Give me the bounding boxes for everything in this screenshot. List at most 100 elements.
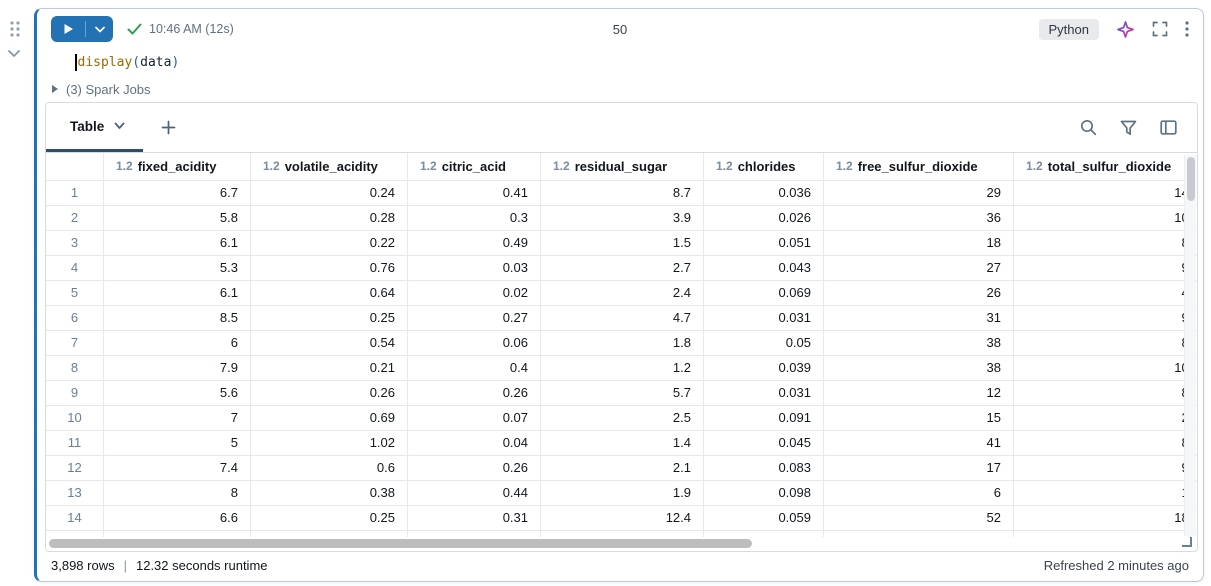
run-button-group: [51, 16, 113, 42]
horizontal-scrollbar-thumb[interactable]: [49, 539, 752, 548]
vertical-scrollbar-thumb[interactable]: [1187, 157, 1195, 201]
triangle-right-icon: [51, 84, 59, 94]
code-editor[interactable]: display(data): [75, 51, 179, 73]
table-cell: 5.6: [104, 381, 251, 406]
run-cell-button[interactable]: [51, 16, 85, 42]
table-cell: 89: [1014, 331, 1197, 356]
cell-drag-handle[interactable]: [8, 20, 22, 38]
table-cell: [704, 531, 824, 539]
tab-table[interactable]: Table: [46, 103, 144, 152]
table-cell: 0.04: [408, 431, 541, 456]
table-cell: 26: [824, 281, 1014, 306]
table-cell: 1.2: [541, 356, 704, 381]
filter-icon[interactable]: [1120, 120, 1137, 136]
code-close-paren: ): [171, 54, 180, 70]
vertical-scrollbar[interactable]: [1184, 155, 1196, 536]
column-header-fixed_acidity[interactable]: 1.2 fixed_acidity: [104, 153, 251, 181]
column-header-volatile_acidity[interactable]: 1.2 volatile_acidity: [251, 153, 408, 181]
table-cell: 6.1: [104, 231, 251, 256]
table-cell: 0.098: [704, 481, 824, 506]
numeric-type-icon: 1.2: [716, 159, 733, 173]
table-cell: 0.06: [408, 331, 541, 356]
add-visualization-button[interactable]: [157, 116, 180, 139]
table-cell: [251, 531, 408, 539]
table-row: 36.10.220.491.50.0511887: [46, 231, 1197, 256]
column-header-label: fixed_acidity: [137, 159, 217, 174]
table-cell: 12.4: [541, 506, 704, 531]
results-resize-handle[interactable]: [1182, 537, 1192, 547]
assistant-sparkle-icon[interactable]: [1116, 20, 1135, 39]
numeric-type-icon: 1.2: [420, 159, 437, 173]
spark-jobs-expander[interactable]: (3) Spark Jobs: [51, 79, 151, 99]
runtime-label: 12.32 seconds runtime: [135, 558, 268, 573]
fullscreen-icon[interactable]: [1152, 21, 1168, 37]
row-number: 1: [46, 181, 104, 206]
table-row: 760.540.061.80.053889: [46, 331, 1197, 356]
success-check-icon: [127, 23, 142, 35]
row-number: 7: [46, 331, 104, 356]
table-cell: 0.64: [251, 281, 408, 306]
column-header-citric_acid[interactable]: 1.2 citric_acid: [408, 153, 541, 181]
column-header-label: residual_sugar: [574, 159, 668, 174]
table-cell: 0.49: [408, 231, 541, 256]
table-cell: 0.26: [408, 381, 541, 406]
table-cell: 91: [1014, 456, 1197, 481]
horizontal-scrollbar[interactable]: [46, 537, 1183, 550]
table-cell: 6.1: [104, 281, 251, 306]
table-cell: 5.8: [104, 206, 251, 231]
table-cell: 1.5: [541, 231, 704, 256]
results-footer: 3,898 rows | 12.32 seconds runtime Refre…: [37, 550, 1203, 581]
table-cell: 0.4: [408, 356, 541, 381]
table-row: 68.50.250.274.70.0313192: [46, 306, 1197, 331]
table-header-row: 1.2 fixed_acidity 1.2 volatile_acidity 1.2 ci…: [46, 153, 1197, 181]
chevron-down-icon[interactable]: [114, 122, 125, 130]
table-cell: 0.02: [408, 281, 541, 306]
last-run-time: 10:46 AM (12s): [149, 22, 234, 36]
table-cell: 36: [824, 206, 1014, 231]
cell-menu-kebab-icon[interactable]: [1185, 21, 1189, 37]
run-status: 10:46 AM (12s): [127, 22, 234, 36]
table-row: 25.80.280.33.90.02636105: [46, 206, 1197, 231]
code-open-paren: (: [132, 54, 141, 70]
table-cell: 5.7: [541, 381, 704, 406]
table-cell: 6.6: [104, 506, 251, 531]
table-cell: [104, 531, 251, 539]
column-header-total_sulfur_dioxide[interactable]: 1.2 total_sulfur_dioxide: [1014, 153, 1197, 181]
code-function: display: [77, 54, 133, 70]
table-cell: 92: [1014, 306, 1197, 331]
table-cell: 0.41: [408, 181, 541, 206]
table-cell: 0.76: [251, 256, 408, 281]
row-number: 14: [46, 506, 104, 531]
numeric-type-icon: 1.2: [553, 159, 570, 173]
column-header-residual_sugar[interactable]: 1.2 residual_sugar: [541, 153, 704, 181]
notebook-cell: 10:46 AM (12s) 50 Python: [34, 8, 1204, 582]
collapse-cell-chevron-icon[interactable]: [7, 48, 21, 58]
table-cell: 29: [824, 181, 1014, 206]
table-cell: 0.036: [704, 181, 824, 206]
columns-panel-icon[interactable]: [1160, 120, 1177, 135]
table-row: 87.90.210.41.20.03938107: [46, 356, 1197, 381]
search-icon[interactable]: [1080, 119, 1097, 136]
table-cell: 0.043: [704, 256, 824, 281]
table-cell: 0.069: [704, 281, 824, 306]
column-header-free_sulfur_dioxide[interactable]: 1.2 free_sulfur_dioxide: [824, 153, 1014, 181]
run-options-button[interactable]: [86, 16, 113, 42]
language-selector[interactable]: Python: [1038, 18, 1099, 40]
row-number-header: [46, 153, 104, 181]
table-cell: 0.27: [408, 306, 541, 331]
row-number: 2: [46, 206, 104, 231]
table-cell: 145: [1014, 181, 1197, 206]
table-row: 56.10.640.022.40.0692646: [46, 281, 1197, 306]
row-number: 12: [46, 456, 104, 481]
table-cell: 38: [824, 356, 1014, 381]
spark-jobs-label: (3) Spark Jobs: [66, 81, 151, 97]
table-cell: 2.4: [541, 281, 704, 306]
table-cell: 0.051: [704, 231, 824, 256]
row-number: 9: [46, 381, 104, 406]
column-header-chlorides[interactable]: 1.2 chlorides: [704, 153, 824, 181]
table-cell: 0.44: [408, 481, 541, 506]
